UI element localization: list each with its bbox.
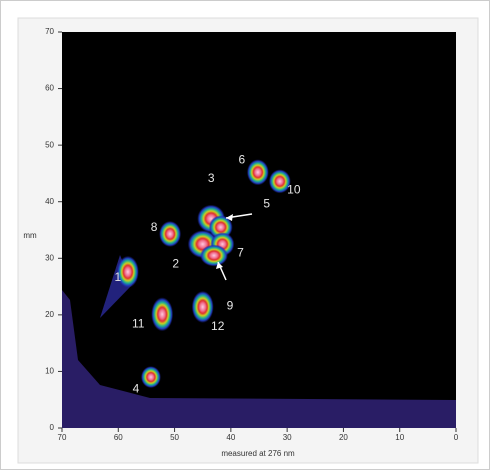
x-tick-label: 50: [170, 433, 179, 442]
x-tick-label: 40: [226, 433, 235, 442]
x-tick-label: 70: [58, 433, 67, 442]
y-tick-label: 0: [50, 423, 55, 432]
spot-label: 10: [287, 183, 301, 197]
spot-label: 5: [263, 196, 270, 210]
spot-label: 7: [237, 245, 244, 259]
spot-label: 9: [227, 299, 234, 313]
spot: [159, 221, 181, 247]
spot-label: 3: [208, 171, 215, 185]
spot-label: 6: [239, 152, 246, 166]
spot-label: 11: [132, 316, 145, 330]
y-tick-label: 60: [45, 84, 54, 93]
x-axis-label: measured at 276 nm: [221, 449, 295, 458]
spot: [200, 244, 228, 266]
y-tick-label: 10: [45, 367, 54, 376]
spot-label: 1: [115, 270, 122, 284]
y-tick-label: 50: [45, 140, 54, 149]
spot-label: 4: [133, 381, 140, 395]
y-tick-label: 30: [45, 253, 54, 262]
x-tick-label: 0: [454, 433, 459, 442]
x-tick-label: 20: [339, 433, 348, 442]
x-tick-label: 30: [283, 433, 292, 442]
y-axis-label: mm: [23, 231, 37, 240]
x-tick-label: 60: [114, 433, 123, 442]
spot-label: 2: [172, 256, 179, 270]
plot-area: [62, 32, 456, 428]
spot-label: 12: [211, 319, 225, 333]
y-tick-label: 40: [45, 197, 54, 206]
spot: [247, 159, 269, 185]
chart: mm measured at 276 nm 70 60 50 40 30 20 10 0 0 10…: [0, 0, 490, 470]
y-tick-label: 70: [45, 27, 54, 36]
y-tick-label: 20: [45, 310, 54, 319]
spot-label: 8: [151, 220, 158, 234]
spot: [141, 366, 161, 388]
x-tick-label: 10: [395, 433, 404, 442]
spot: [151, 297, 173, 331]
